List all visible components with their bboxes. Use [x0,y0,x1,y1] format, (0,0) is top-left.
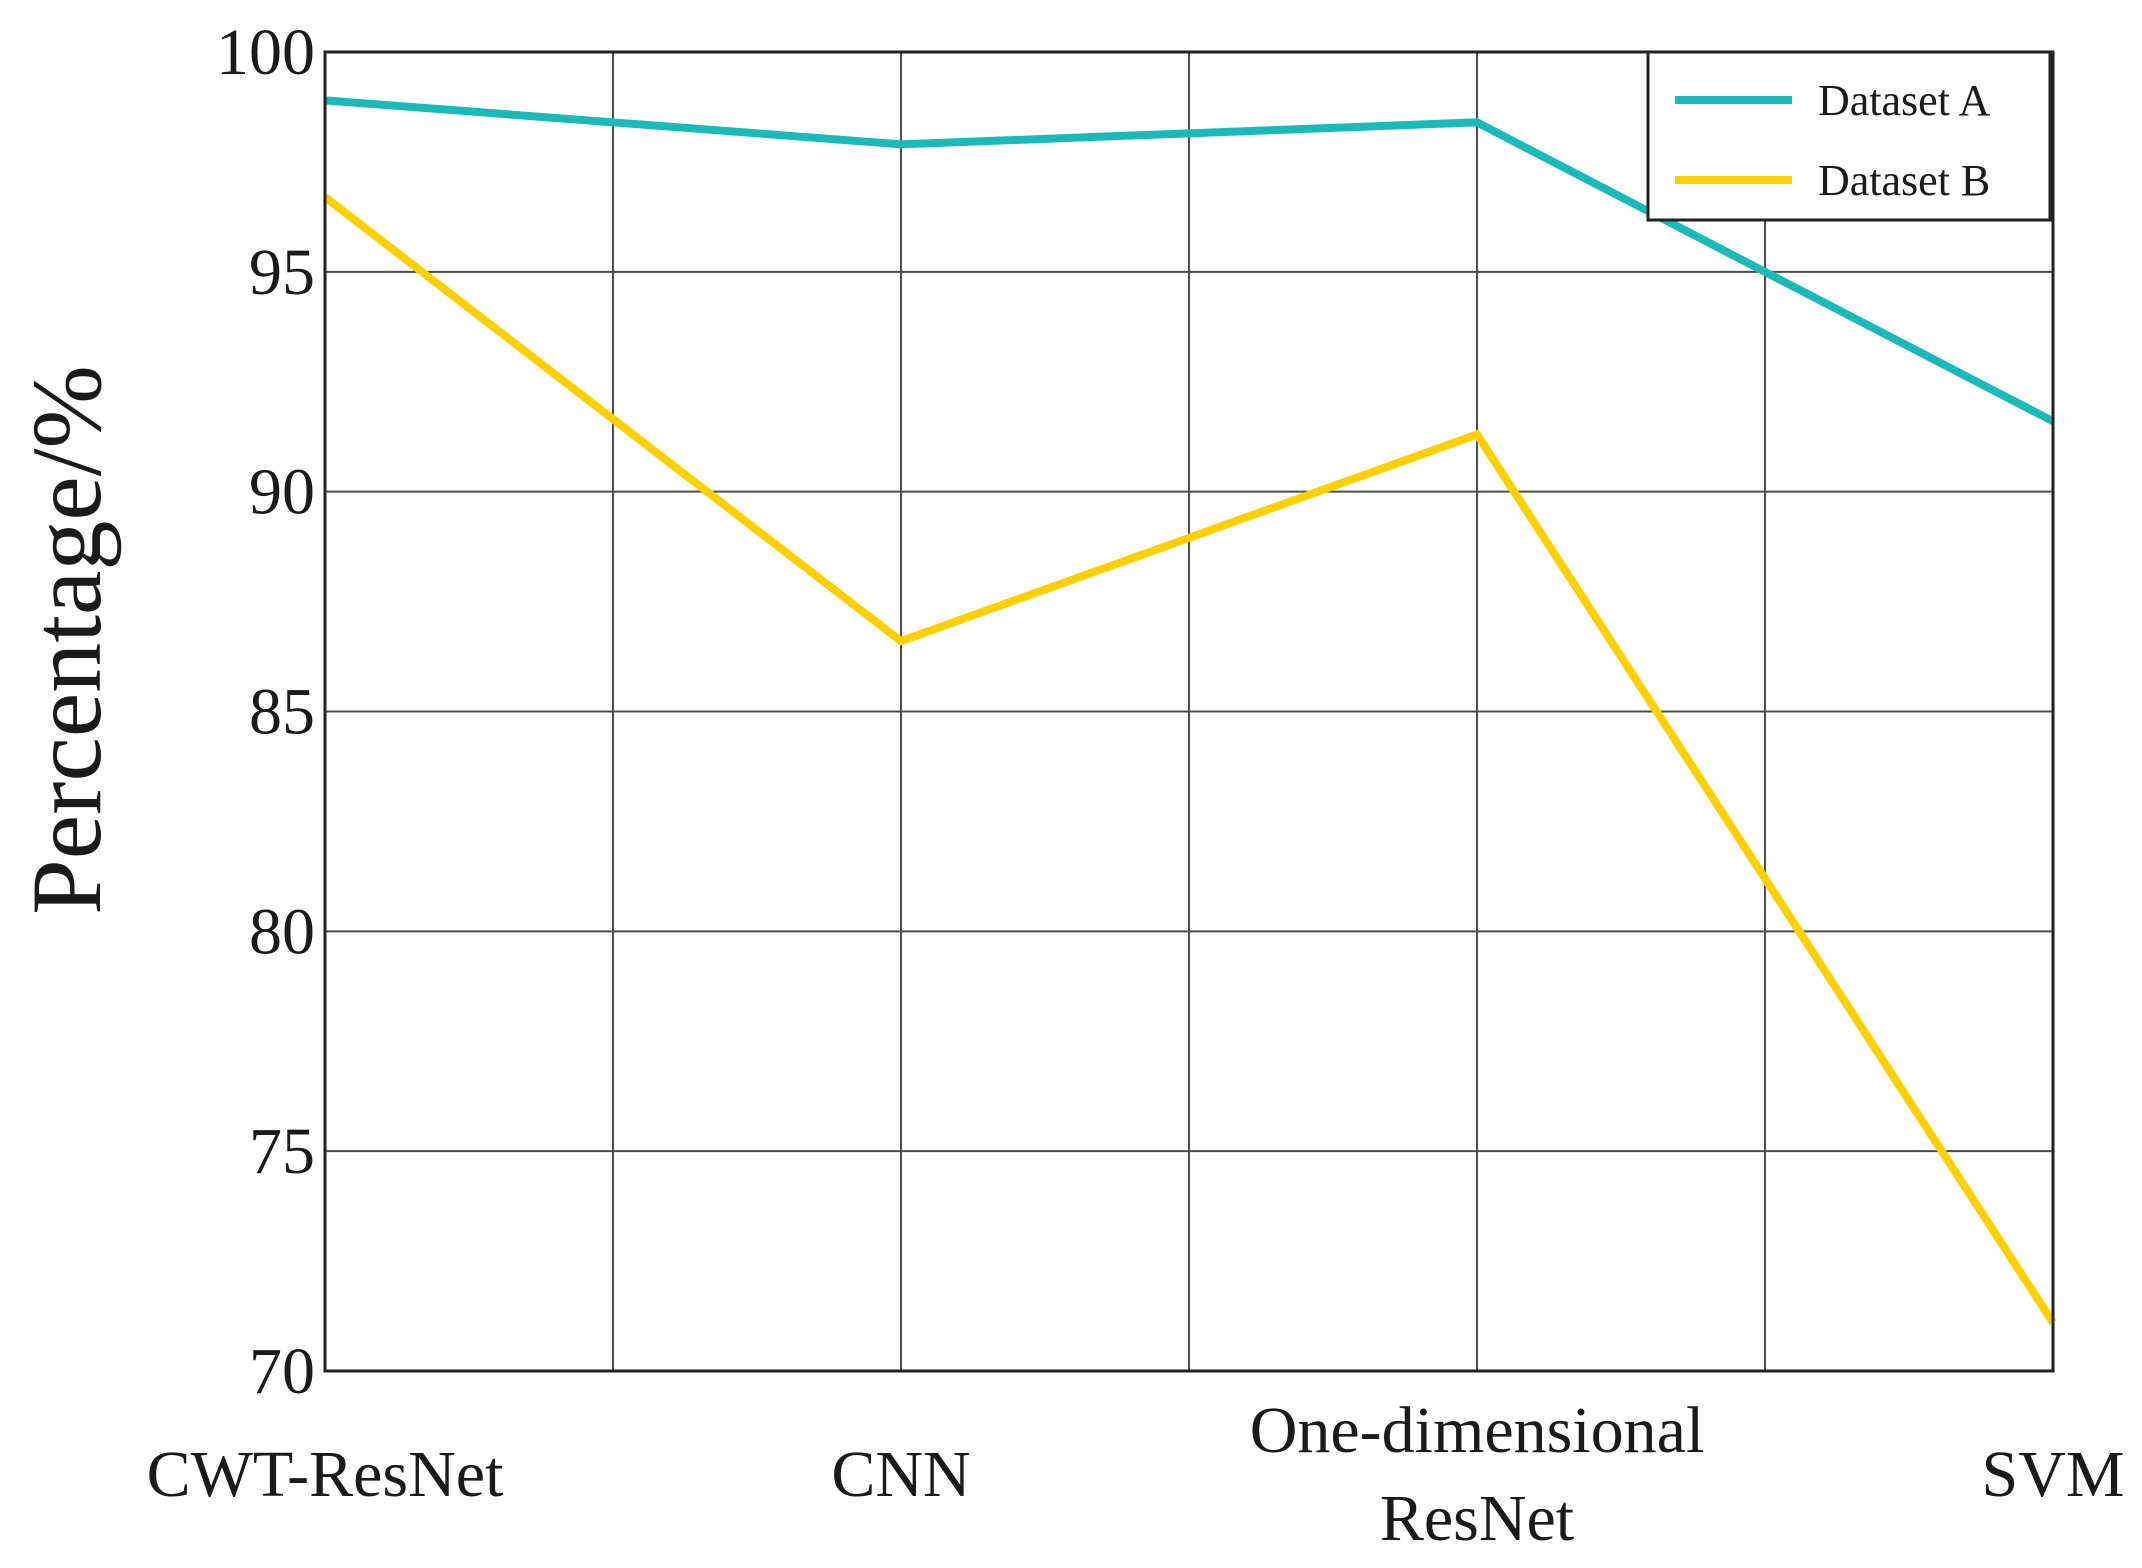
legend-entries: Dataset A Dataset B [1675,76,1991,205]
x-tick-label: CNN [831,1438,970,1511]
y-tick-label: 95 [249,236,315,309]
y-tick-label: 80 [249,895,315,968]
x-tick-label-line: One-dimensional [1250,1394,1705,1467]
legend: Dataset A Dataset B [1646,50,2052,222]
y-axis-label: Percentage/% [11,365,122,915]
x-tick-label-line: SVM [1981,1438,2124,1511]
y-tick-label: 85 [249,676,315,749]
y-tick-label: 70 [249,1335,315,1408]
plot-frame [323,50,2055,1373]
series-line-b [322,193,2057,1325]
x-tick-label: CWT-ResNet [147,1438,504,1511]
y-axis-ticks: 70 75 80 85 90 95 100 [216,16,315,1408]
legend-label: Dataset A [1818,76,1991,125]
x-tick-label-line: ResNet [1380,1482,1574,1555]
grid-lines [325,51,2053,1372]
x-tick-label: SVM [1981,1438,2124,1511]
y-tick-label: 75 [249,1115,315,1188]
legend-label: Dataset B [1818,156,1990,205]
series-lines [322,96,2057,1325]
legend-box [1646,50,2052,222]
x-tick-label-line: CWT-ResNet [147,1438,504,1511]
x-tick-label-line: CNN [831,1438,970,1511]
x-axis-ticks: CWT-ResNet CNN One-dimensional ResNet SVM [147,1394,2125,1555]
series-line-a [324,96,2055,425]
y-tick-label: 90 [249,456,315,529]
x-tick-label: One-dimensional ResNet [1250,1394,1705,1555]
y-tick-label: 100 [216,16,315,89]
